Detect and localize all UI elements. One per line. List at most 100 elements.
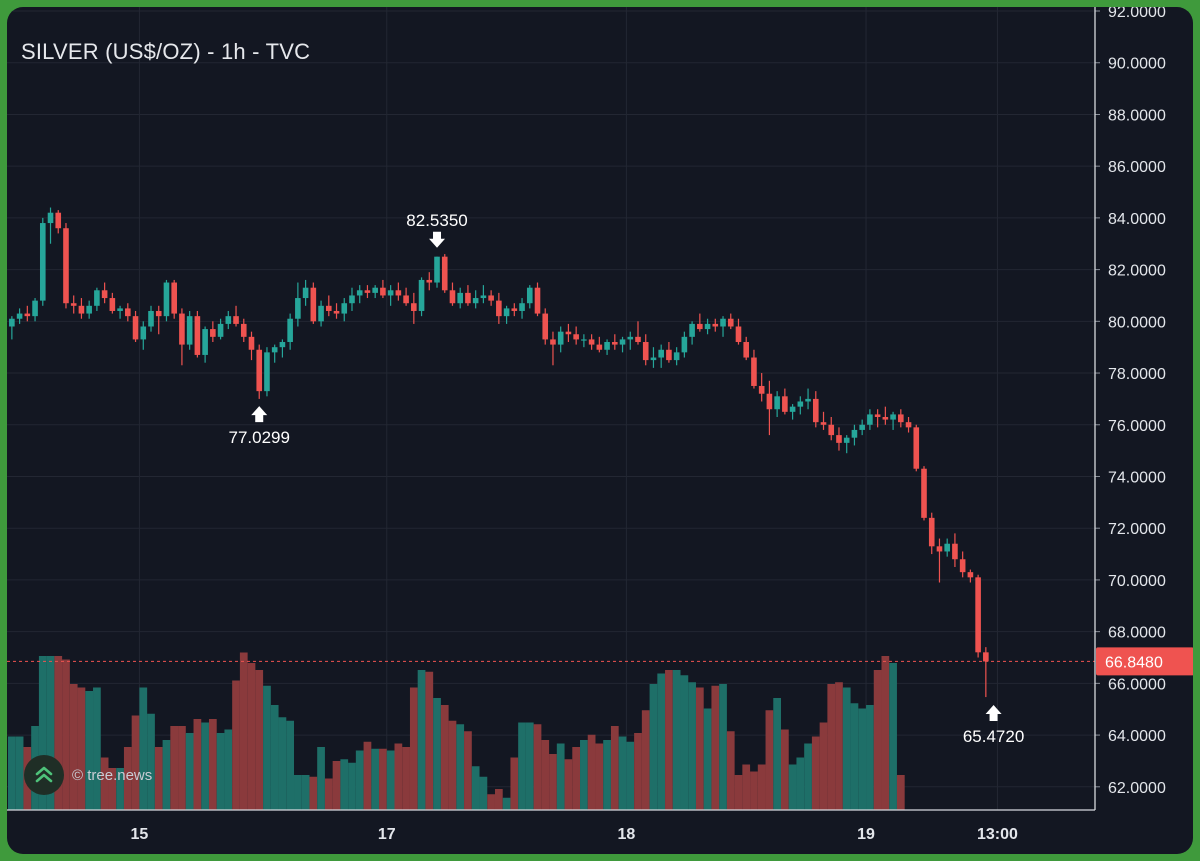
candle <box>519 298 525 319</box>
candle-body <box>681 336 688 353</box>
volume-bar <box>781 729 789 810</box>
volume-bar <box>69 684 78 810</box>
candle <box>240 318 247 343</box>
candle <box>511 303 518 317</box>
volume-bar <box>464 731 472 810</box>
volume-bar <box>719 684 727 810</box>
volume-bar <box>85 691 94 810</box>
candle-body <box>441 256 448 291</box>
candle-body <box>132 316 139 340</box>
candle <box>333 303 340 319</box>
volume-bar <box>154 747 163 810</box>
candle-body <box>581 339 587 341</box>
volume-bar <box>208 719 217 810</box>
candle <box>673 347 680 366</box>
candle-body <box>225 316 232 324</box>
y-tick-label: 68.0000 <box>1108 625 1166 642</box>
candle-body <box>349 295 355 304</box>
candle <box>565 323 572 343</box>
volume-bar <box>93 687 101 810</box>
candle <box>302 279 309 306</box>
candle <box>225 310 232 330</box>
x-tick-label: 19 <box>857 826 875 843</box>
candle <box>774 391 780 418</box>
candle-body <box>867 414 873 425</box>
candle-body <box>233 316 239 324</box>
volume-bar <box>842 687 851 810</box>
volume-bar <box>301 775 310 810</box>
x-tick-label: 17 <box>378 826 396 843</box>
candle-body <box>47 212 54 224</box>
candle-body <box>642 342 649 361</box>
candle <box>843 435 850 454</box>
candle-body <box>503 308 510 317</box>
candle <box>86 300 92 319</box>
y-tick-label: 78.0000 <box>1108 366 1166 383</box>
volume-bar <box>440 705 449 810</box>
volume-bar <box>587 734 596 810</box>
candle-body <box>944 543 950 552</box>
candle-body <box>387 290 394 296</box>
candle <box>233 305 239 327</box>
volume-bar <box>734 775 743 810</box>
price-chart[interactable]: 82.5350 77.0299 65.4720 92.0000 90.0000 88.0… <box>7 7 1193 854</box>
candle <box>805 388 811 410</box>
candle-body <box>163 282 170 317</box>
candle <box>573 326 579 345</box>
candle <box>380 279 386 299</box>
candle-body <box>101 290 108 299</box>
volume-bar <box>62 659 70 810</box>
y-axis[interactable]: 92.0000 90.0000 88.0000 86.0000 84.0000 82.00… <box>1094 7 1193 810</box>
volume-bar <box>263 685 271 810</box>
volume-bar <box>425 671 434 810</box>
volume-bar <box>502 797 511 810</box>
candle <box>449 282 456 306</box>
volume-bar <box>626 741 635 810</box>
volume-bar <box>742 764 751 810</box>
candle <box>101 282 108 304</box>
candle-body <box>472 298 479 304</box>
volume-bar <box>247 663 256 810</box>
candle-body <box>32 300 38 317</box>
candle <box>194 310 201 358</box>
chart-panel[interactable]: 82.5350 77.0299 65.4720 92.0000 90.0000 88.0… <box>7 7 1193 854</box>
candle-body <box>248 336 255 350</box>
candle-body <box>287 318 293 343</box>
candle <box>496 292 502 324</box>
candle-body <box>782 396 788 412</box>
x-axis[interactable]: 15 17 18 19 13:00 <box>7 809 1095 843</box>
candle-body <box>109 298 116 311</box>
candle <box>472 290 479 309</box>
volume-bar <box>131 715 140 810</box>
volume-bar <box>317 747 325 810</box>
candle <box>627 331 634 350</box>
y-tick-label: 62.0000 <box>1108 780 1166 797</box>
volume-bar <box>757 764 766 810</box>
volume-bar <box>116 768 124 810</box>
candle-body <box>434 256 440 283</box>
candle-body <box>542 313 549 340</box>
volume-bar <box>866 705 874 810</box>
volume-bar <box>858 708 867 810</box>
candle-body <box>140 326 147 340</box>
candle <box>952 533 958 567</box>
candle <box>867 409 873 430</box>
candle <box>395 282 402 301</box>
candle-body <box>356 290 363 296</box>
volume-bar <box>355 750 364 810</box>
annotation-label: 77.0299 <box>228 428 289 447</box>
y-tick-label: 92.0000 <box>1108 7 1166 21</box>
candle-body <box>325 305 332 311</box>
candle <box>248 331 255 361</box>
candle <box>39 217 46 306</box>
y-tick-label: 86.0000 <box>1108 159 1166 176</box>
candle-body <box>828 424 835 436</box>
candle-body <box>94 290 100 306</box>
candle-body <box>148 310 154 327</box>
candle <box>959 551 966 578</box>
candle-body <box>550 339 556 345</box>
volume-bar <box>672 670 681 810</box>
y-tick-label: 70.0000 <box>1108 573 1166 590</box>
last-price-tag[interactable]: 66.8480 <box>1096 647 1193 676</box>
candle-body <box>743 342 750 358</box>
